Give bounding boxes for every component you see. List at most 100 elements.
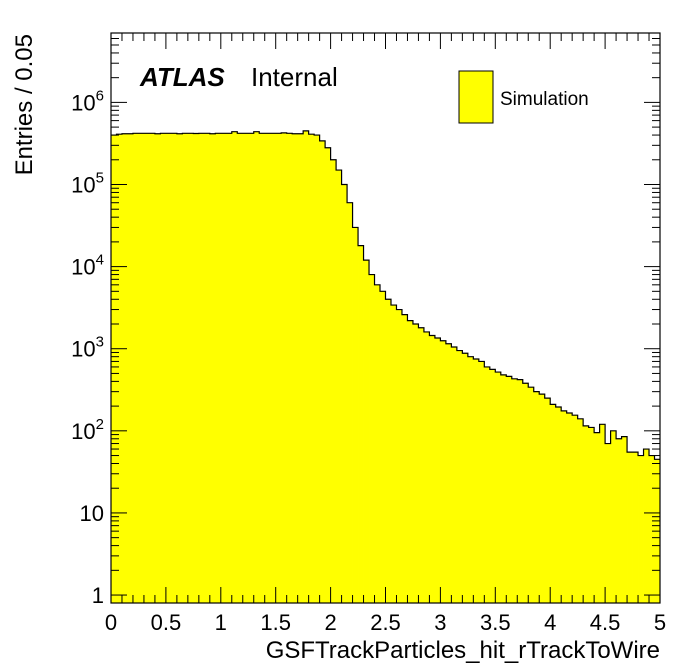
- histogram-bin: [533, 391, 540, 603]
- histogram-bin: [434, 338, 441, 603]
- histogram-bin: [121, 133, 128, 603]
- histogram-bin: [198, 133, 205, 603]
- x-tick-label: 0: [105, 610, 117, 635]
- histogram-bin: [462, 353, 469, 603]
- histogram-bin: [369, 274, 375, 603]
- histogram-bin: [627, 452, 633, 603]
- y-tick-label: 102: [71, 416, 104, 444]
- histogram-bin: [451, 346, 458, 603]
- x-tick-label: 4.5: [590, 610, 621, 635]
- histogram-bin: [270, 133, 277, 603]
- histogram-bin: [182, 133, 189, 603]
- histogram-bin: [242, 133, 249, 603]
- histogram-bin: [506, 376, 513, 603]
- histogram-bin: [319, 140, 326, 604]
- histogram-bin: [583, 425, 590, 603]
- histogram-bin: [220, 133, 227, 603]
- histogram-bin: [248, 133, 255, 603]
- histogram-bin: [544, 398, 551, 603]
- histogram-bin: [264, 133, 271, 603]
- histogram-bin: [495, 372, 502, 603]
- legend-swatch-simulation: [458, 70, 494, 124]
- histogram-bin: [259, 133, 266, 603]
- histogram-bin: [281, 132, 288, 603]
- y-tick-label: 106: [71, 87, 104, 115]
- histogram-bin: [561, 410, 568, 603]
- histogram-bin: [566, 412, 573, 603]
- histogram-bin: [330, 159, 337, 603]
- histogram-bin: [401, 314, 408, 603]
- histogram-bin: [500, 374, 507, 603]
- y-tick-labels: 1 10 102 103 104 105 106: [71, 87, 104, 608]
- histogram-bin: [352, 227, 359, 603]
- histogram-bin: [165, 133, 172, 603]
- histogram-bin: [456, 350, 463, 603]
- histogram-bars: [111, 130, 661, 604]
- axis-ticks: [110, 32, 661, 603]
- histogram-bin: [478, 361, 485, 603]
- histogram-bin: [517, 379, 524, 603]
- histogram-bin: [237, 133, 244, 603]
- legend-label-simulation: Simulation: [500, 89, 589, 110]
- histogram-bin: [292, 133, 299, 603]
- histogram-bin: [149, 133, 156, 603]
- x-tick-label: 4: [544, 610, 556, 635]
- histogram-bin: [253, 131, 260, 604]
- histogram-bin: [390, 305, 397, 603]
- histogram-bin: [429, 335, 436, 603]
- y-tick-label: 103: [71, 334, 104, 362]
- histogram-bin: [314, 135, 321, 603]
- histogram-bin: [347, 202, 353, 603]
- y-tick-label: 10: [80, 501, 104, 526]
- histogram-outline: [111, 130, 660, 460]
- x-tick-label: 2: [324, 610, 336, 635]
- x-tick-label: 1.5: [260, 610, 291, 635]
- histogram-bin: [303, 130, 310, 604]
- histogram-bin: [473, 358, 480, 603]
- x-tick-labels: 0 0.5 1 1.5 2 2.5 3 3.5 4 4.5 5: [105, 610, 666, 635]
- histogram-bin: [396, 309, 403, 603]
- histogram-bin: [577, 418, 584, 603]
- atlas-status-label: Internal: [251, 62, 338, 92]
- histogram-bin: [616, 438, 622, 603]
- histogram-bin: [539, 394, 546, 603]
- histogram-bin: [380, 291, 386, 603]
- histogram-bin: [484, 366, 491, 603]
- histogram-bin: [489, 369, 496, 603]
- histogram-bin: [423, 331, 430, 603]
- histogram-bin: [209, 133, 216, 603]
- histogram-bin: [363, 260, 370, 603]
- histogram-bin: [594, 432, 601, 603]
- histogram-bin: [555, 407, 562, 603]
- histogram-bin: [610, 430, 617, 603]
- histogram-bin: [440, 340, 447, 603]
- y-tick-label: 105: [71, 169, 104, 197]
- atlas-label: ATLAS: [139, 62, 225, 92]
- y-tick-label: 104: [71, 252, 104, 280]
- x-axis-title: GSFTrackParticles_hit_rTrackToWire: [266, 637, 660, 664]
- histogram-bin: [308, 134, 315, 603]
- histogram-bin: [231, 131, 238, 604]
- histogram-bin: [467, 356, 474, 603]
- histogram-bin: [143, 133, 150, 603]
- histogram-bin: [445, 343, 452, 603]
- histogram-bin: [643, 449, 650, 603]
- histogram-bin: [154, 133, 161, 603]
- histogram-bin: [138, 133, 145, 603]
- histogram-bin: [111, 135, 117, 603]
- histogram-bin: [341, 184, 348, 603]
- x-tick-label: 5: [654, 610, 666, 635]
- histogram-bin: [638, 455, 644, 603]
- histogram-bin: [215, 133, 222, 603]
- histogram-bin: [374, 284, 381, 603]
- histogram-bin: [176, 133, 183, 603]
- histogram-bin: [275, 133, 282, 603]
- histogram-bin: [336, 170, 342, 604]
- histogram-bin: [160, 133, 167, 603]
- histogram-bin: [297, 133, 304, 603]
- histogram-bin: [528, 387, 535, 603]
- y-tick-label: 1: [92, 583, 104, 608]
- histogram-bin: [127, 133, 134, 603]
- histogram-bin: [572, 415, 579, 603]
